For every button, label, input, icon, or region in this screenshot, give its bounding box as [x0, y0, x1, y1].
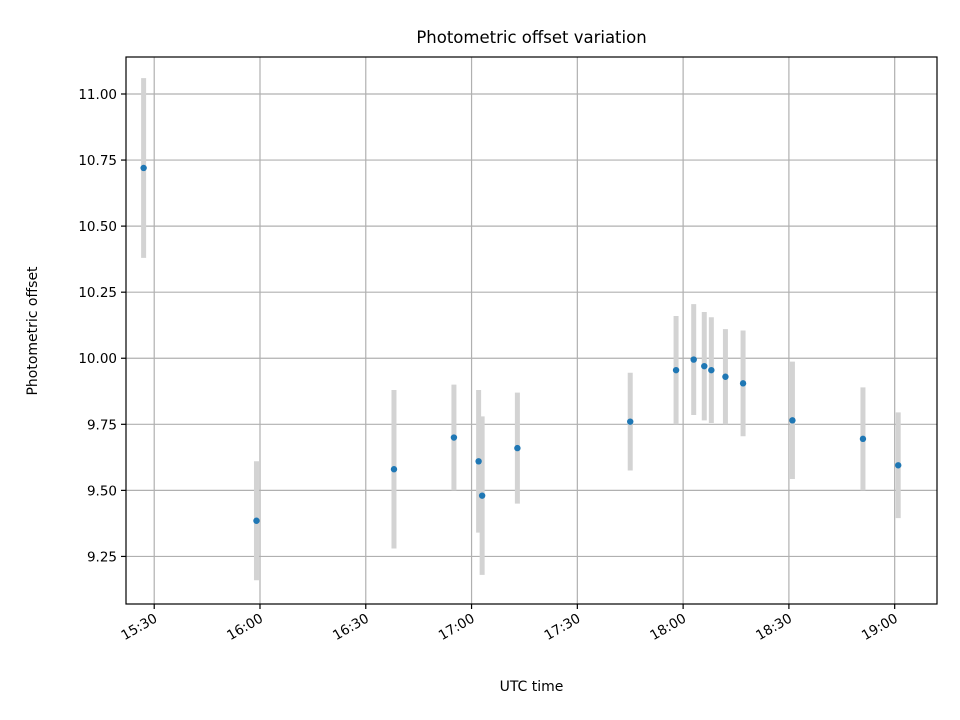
- data-point: [253, 517, 260, 524]
- data-point: [789, 417, 796, 424]
- chart-title: Photometric offset variation: [416, 28, 646, 47]
- data-point: [475, 458, 482, 465]
- y-tick-label: 9.75: [87, 417, 117, 433]
- data-point: [895, 462, 902, 469]
- data-point: [722, 373, 729, 380]
- y-axis-label: Photometric offset: [25, 266, 41, 396]
- data-points: [140, 164, 902, 524]
- data-point: [701, 362, 708, 370]
- data-point: [739, 380, 747, 387]
- data-point: [140, 164, 147, 172]
- plot-frame: [125, 56, 938, 605]
- data-point: [708, 366, 715, 374]
- y-tick-label: 10.25: [78, 285, 117, 301]
- y-axis-ticks: 9.25 9.50 9.75 10.00 10.25 10.50 10.75 11.00: [78, 87, 126, 565]
- data-point: [390, 466, 398, 473]
- grid-lines: [126, 57, 937, 604]
- data-point: [690, 356, 697, 363]
- data-point: [859, 435, 867, 443]
- y-tick-label: 10.50: [78, 219, 117, 235]
- y-tick-label: 9.50: [87, 483, 117, 499]
- x-axis-label: UTC time: [500, 679, 564, 695]
- data-point: [672, 366, 680, 374]
- y-tick-label: 10.75: [78, 153, 117, 169]
- y-tick-label: 10.00: [78, 351, 117, 367]
- data-point: [450, 434, 458, 441]
- y-tick-label: 11.00: [78, 87, 117, 103]
- y-tick-label: 9.25: [87, 549, 117, 565]
- data-point: [514, 444, 521, 452]
- data-point: [478, 492, 486, 499]
- data-point: [627, 418, 634, 425]
